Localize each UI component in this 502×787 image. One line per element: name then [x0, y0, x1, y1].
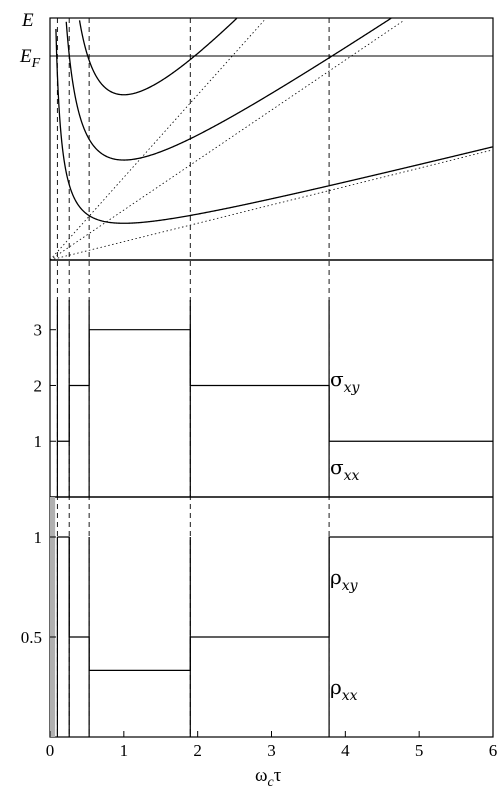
- sigma-xy-line: [57, 329, 493, 442]
- rho-xy-line: [57, 536, 493, 672]
- energy-level-curve: [55, 29, 494, 224]
- tick-labels: 0 1 2 3 4 5 6 1 2 3 0.5 1: [21, 321, 498, 760]
- x-tick-label: 1: [120, 741, 129, 760]
- panel-frames: [49, 17, 494, 738]
- energy-level-curve: [65, 17, 392, 161]
- y-tick-label: 2: [34, 376, 43, 395]
- energy-axis-label: E: [21, 10, 34, 31]
- asymptote-line: [49, 149, 494, 261]
- sigma-xy-label: σxy: [330, 367, 361, 396]
- outer-frame: [49, 17, 494, 738]
- sigma-xx-label: σxx: [330, 455, 360, 484]
- x-axis-title: ωcτ: [255, 765, 282, 787]
- rho-xx-label: ρxx: [330, 675, 358, 704]
- dashed-verticals: [56, 18, 330, 737]
- tick-marks: [49, 329, 494, 737]
- y-tick-label: 1: [34, 528, 43, 547]
- asymptote-line: [49, 19, 405, 261]
- y-tick-label: 1: [34, 432, 43, 451]
- energy-level-panel: [49, 17, 494, 261]
- shaded-region: [50, 497, 56, 737]
- x-tick-label: 0: [46, 741, 55, 760]
- conductivity-panel: [56, 300, 493, 497]
- energy-level-curve: [78, 17, 238, 96]
- asymptote-line: [49, 20, 265, 261]
- x-tick-label: 3: [267, 741, 276, 760]
- resistivity-panel: [50, 497, 493, 737]
- rho-xy-label: ρxy: [330, 565, 359, 594]
- fermi-level-label: EF: [19, 46, 41, 71]
- x-tick-label: 6: [489, 741, 498, 760]
- y-tick-label: 3: [34, 321, 43, 340]
- x-tick-label: 4: [341, 741, 350, 760]
- y-tick-label: 0.5: [21, 628, 42, 647]
- x-tick-label: 2: [193, 741, 202, 760]
- x-tick-label: 5: [415, 741, 424, 760]
